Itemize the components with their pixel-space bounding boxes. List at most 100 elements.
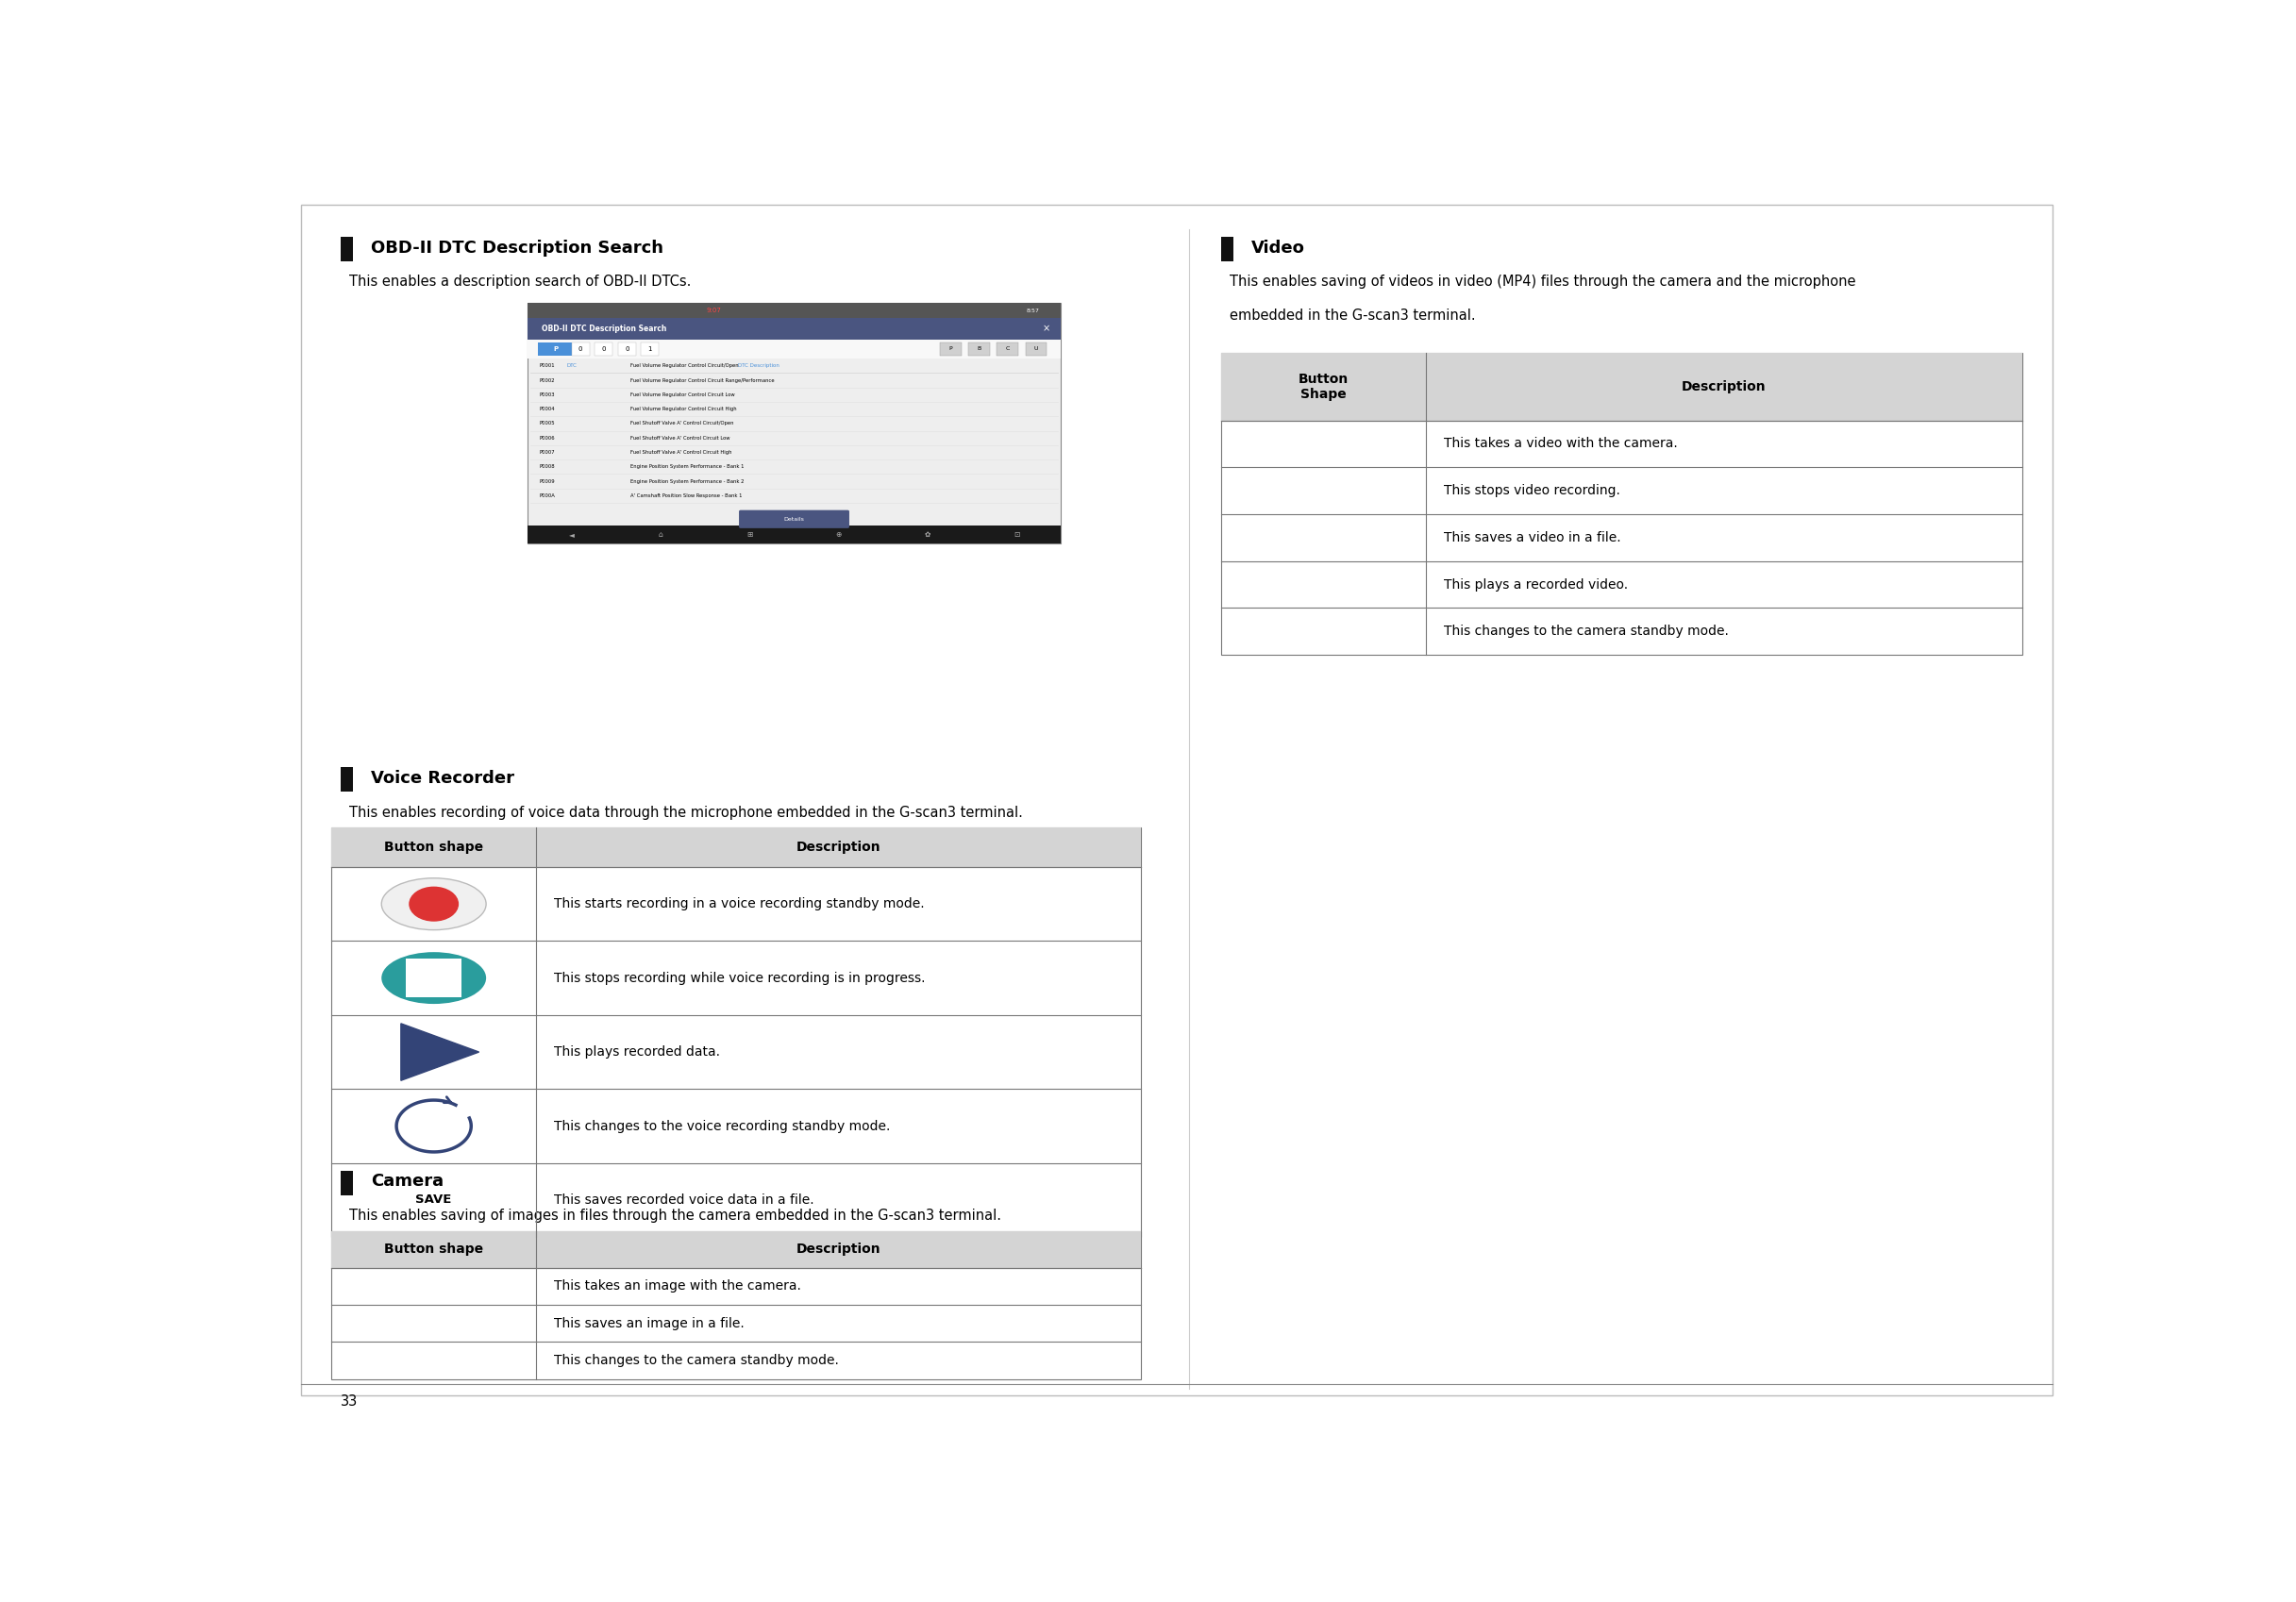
- Text: Fuel Volume Regulator Control Circuit Low: Fuel Volume Regulator Control Circuit Lo…: [631, 392, 735, 397]
- FancyBboxPatch shape: [1026, 343, 1047, 356]
- Text: This plays recorded data.: This plays recorded data.: [553, 1046, 721, 1059]
- Text: B: B: [978, 346, 980, 351]
- Text: P0009: P0009: [540, 479, 556, 484]
- Text: P0007: P0007: [540, 450, 556, 455]
- FancyBboxPatch shape: [340, 237, 354, 261]
- FancyBboxPatch shape: [528, 525, 1061, 543]
- Text: Voice Recorder: Voice Recorder: [370, 769, 514, 787]
- Text: U: U: [1033, 346, 1038, 351]
- FancyBboxPatch shape: [340, 767, 354, 791]
- Text: P000A: P000A: [540, 493, 556, 498]
- Text: Fuel Volume Regulator Control Circuit High: Fuel Volume Regulator Control Circuit Hi…: [631, 407, 737, 412]
- Text: This stops recording while voice recording is in progress.: This stops recording while voice recordi…: [553, 971, 925, 985]
- Text: ⌂: ⌂: [659, 530, 664, 538]
- Text: This takes an image with the camera.: This takes an image with the camera.: [553, 1280, 801, 1293]
- FancyBboxPatch shape: [618, 343, 636, 356]
- Polygon shape: [402, 1024, 480, 1080]
- FancyBboxPatch shape: [1221, 352, 2023, 420]
- Text: P0005: P0005: [540, 421, 556, 426]
- FancyBboxPatch shape: [996, 343, 1019, 356]
- Text: This saves recorded voice data in a file.: This saves recorded voice data in a file…: [553, 1193, 815, 1206]
- Text: Button
Shape: Button Shape: [1297, 372, 1348, 400]
- FancyBboxPatch shape: [331, 1230, 1141, 1267]
- Text: Description: Description: [797, 1243, 882, 1256]
- FancyBboxPatch shape: [572, 343, 590, 356]
- Text: 33: 33: [340, 1394, 358, 1408]
- Text: P0003: P0003: [540, 392, 556, 397]
- Text: ×: ×: [1042, 324, 1049, 333]
- Ellipse shape: [381, 878, 487, 929]
- Text: 1: 1: [647, 346, 652, 352]
- Text: SAVE: SAVE: [416, 1193, 452, 1206]
- Text: OBD-II DTC Description Search: OBD-II DTC Description Search: [542, 324, 666, 333]
- Text: ◄: ◄: [569, 530, 574, 538]
- FancyBboxPatch shape: [969, 343, 990, 356]
- Text: 9:07: 9:07: [707, 308, 721, 314]
- Text: ⊕: ⊕: [836, 530, 843, 538]
- Text: Fuel Volume Regulator Control Circuit/Open: Fuel Volume Regulator Control Circuit/Op…: [631, 364, 739, 368]
- Text: Fuel Shutoff Valve A' Control Circuit/Open: Fuel Shutoff Valve A' Control Circuit/Op…: [631, 421, 735, 426]
- Text: This starts recording in a voice recording standby mode.: This starts recording in a voice recordi…: [553, 897, 925, 910]
- FancyBboxPatch shape: [340, 1171, 354, 1195]
- Text: DTC Description: DTC Description: [737, 364, 778, 368]
- Ellipse shape: [381, 952, 487, 1004]
- Text: ⊞: ⊞: [746, 530, 753, 538]
- FancyBboxPatch shape: [528, 340, 1061, 359]
- Text: embedded in the G-scan3 terminal.: embedded in the G-scan3 terminal.: [1231, 308, 1476, 322]
- FancyBboxPatch shape: [331, 828, 1141, 1237]
- Text: This changes to the camera standby mode.: This changes to the camera standby mode.: [1444, 625, 1729, 638]
- FancyBboxPatch shape: [331, 828, 1141, 867]
- Text: P0001: P0001: [540, 364, 556, 368]
- Text: Description: Description: [797, 841, 882, 854]
- Text: This enables saving of videos in video (MP4) files through the camera and the mi: This enables saving of videos in video (…: [1231, 276, 1855, 288]
- Text: This plays a recorded video.: This plays a recorded video.: [1444, 578, 1628, 591]
- Text: P: P: [948, 346, 953, 351]
- Text: This enables saving of images in files through the camera embedded in the G-scan: This enables saving of images in files t…: [349, 1208, 1001, 1222]
- Text: This enables recording of voice data through the microphone embedded in the G-sc: This enables recording of voice data thr…: [349, 806, 1024, 820]
- FancyBboxPatch shape: [528, 303, 1061, 543]
- Text: This saves a video in a file.: This saves a video in a file.: [1444, 530, 1621, 545]
- Text: This saves an image in a file.: This saves an image in a file.: [553, 1317, 744, 1330]
- Text: Camera: Camera: [370, 1173, 443, 1190]
- Text: 0: 0: [579, 346, 583, 352]
- FancyBboxPatch shape: [939, 343, 962, 356]
- FancyBboxPatch shape: [739, 509, 850, 529]
- FancyBboxPatch shape: [406, 958, 461, 998]
- FancyBboxPatch shape: [641, 343, 659, 356]
- Text: P: P: [553, 346, 558, 352]
- Circle shape: [409, 888, 459, 921]
- FancyBboxPatch shape: [528, 317, 1061, 340]
- Text: This stops video recording.: This stops video recording.: [1444, 484, 1621, 497]
- Text: This takes a video with the camera.: This takes a video with the camera.: [1444, 437, 1678, 450]
- Text: ⊡: ⊡: [1013, 530, 1019, 538]
- FancyBboxPatch shape: [595, 343, 613, 356]
- Text: Video: Video: [1251, 239, 1304, 256]
- Text: Fuel Volume Regulator Control Circuit Range/Performance: Fuel Volume Regulator Control Circuit Ra…: [631, 378, 774, 383]
- Text: Engine Position System Performance - Bank 2: Engine Position System Performance - Ban…: [631, 479, 744, 484]
- Text: 0: 0: [602, 346, 606, 352]
- Text: A' Camshaft Position Slow Response - Bank 1: A' Camshaft Position Slow Response - Ban…: [631, 493, 742, 498]
- Text: P0002: P0002: [540, 378, 556, 383]
- FancyBboxPatch shape: [331, 1230, 1141, 1379]
- FancyBboxPatch shape: [537, 343, 574, 356]
- Text: Description: Description: [1681, 380, 1766, 392]
- Text: OBD-II DTC Description Search: OBD-II DTC Description Search: [370, 239, 664, 256]
- Text: DTC: DTC: [567, 364, 576, 368]
- Text: Button shape: Button shape: [383, 1243, 484, 1256]
- Text: 8:57: 8:57: [1026, 308, 1040, 312]
- Text: ✿: ✿: [925, 530, 930, 538]
- FancyBboxPatch shape: [1221, 352, 2023, 655]
- Text: This changes to the camera standby mode.: This changes to the camera standby mode.: [553, 1354, 838, 1367]
- Text: P0008: P0008: [540, 465, 556, 469]
- FancyBboxPatch shape: [1221, 237, 1233, 261]
- Text: Fuel Shutoff Valve A' Control Circuit High: Fuel Shutoff Valve A' Control Circuit Hi…: [631, 450, 732, 455]
- Text: P0006: P0006: [540, 436, 556, 441]
- FancyBboxPatch shape: [301, 205, 2053, 1395]
- Text: Button shape: Button shape: [383, 841, 484, 854]
- FancyBboxPatch shape: [528, 303, 1061, 317]
- Text: Fuel Shutoff Valve A' Control Circuit Low: Fuel Shutoff Valve A' Control Circuit Lo…: [631, 436, 730, 441]
- Text: 0: 0: [625, 346, 629, 352]
- Text: Engine Position System Performance - Bank 1: Engine Position System Performance - Ban…: [631, 465, 744, 469]
- Text: This enables a description search of OBD-II DTCs.: This enables a description search of OBD…: [349, 276, 691, 288]
- Text: This changes to the voice recording standby mode.: This changes to the voice recording stan…: [553, 1120, 891, 1133]
